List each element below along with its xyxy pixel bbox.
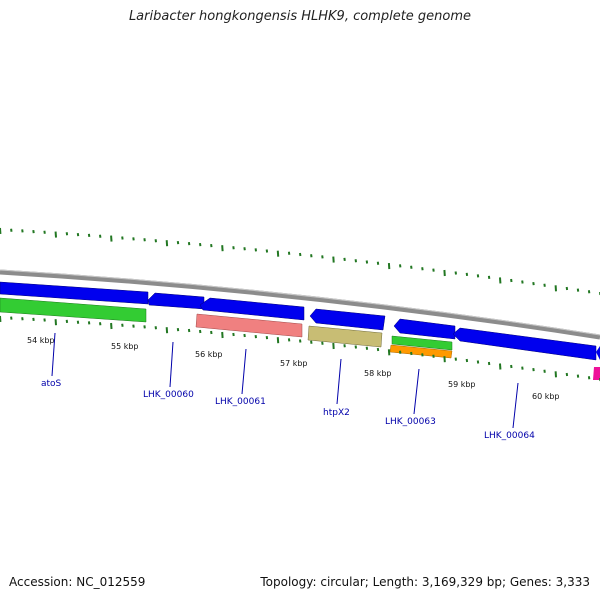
scale-tick-label: 57 kbp [280,359,308,368]
scale-tick-label: 59 kbp [448,380,476,389]
outer-tick-ring [0,227,600,296]
inner-tick-ring [0,315,600,382]
scale-tick-label: 55 kbp [111,342,139,351]
scale-tick-label: 60 kbp [532,392,560,401]
gene-label-leaders [51,332,519,429]
cds-feature-reverse[interactable] [309,308,386,331]
map-title: Laribacter hongkongensis HLHK9, complete… [128,9,472,24]
genome-backbone [0,269,600,340]
gene-feature-edge-magenta[interactable] [593,367,600,380]
gene-feature-LHK_00061[interactable] [195,313,303,338]
gene-labels: atoS LHK_00060 LHK_00061 htpX2 LHK_00063… [41,379,535,441]
topology-summary: Topology: circular; Length: 3,169,329 bp… [260,575,590,589]
gene-label-LHK_00064[interactable]: LHK_00064 [484,431,535,441]
gene-label-LHK_00061[interactable]: LHK_00061 [215,397,266,407]
gene-label-atoS[interactable]: atoS [41,379,62,389]
gene-feature-htpX2[interactable] [307,325,383,348]
genome-backbone-highlight [0,269,600,336]
gene-label-LHK_00063[interactable]: LHK_00063 [385,417,436,427]
scale-labels: 54 kbp 55 kbp 56 kbp 57 kbp 58 kbp 59 kb… [27,336,560,401]
gene-feature-LHK_00063[interactable] [391,335,453,351]
cds-feature-reverse[interactable] [147,292,205,310]
scale-tick-label: 58 kbp [364,369,392,378]
cds-feature-edge[interactable] [596,346,600,360]
cds-feature-reverse[interactable] [452,327,597,361]
gene-label-LHK_00060[interactable]: LHK_00060 [143,390,194,400]
scale-tick-label: 56 kbp [195,350,223,359]
gene-label-htpX2[interactable]: htpX2 [323,408,350,418]
gene-feature-atoS[interactable] [0,297,147,323]
accession-label: Accession: NC_012559 [9,575,146,589]
cds-feature-reverse[interactable] [393,318,456,340]
gene-feature-LHK_00063-orange[interactable] [389,344,453,359]
cds-feature[interactable] [0,281,149,305]
cds-feature-reverse[interactable] [199,297,305,321]
scale-tick-label: 54 kbp [27,336,55,345]
